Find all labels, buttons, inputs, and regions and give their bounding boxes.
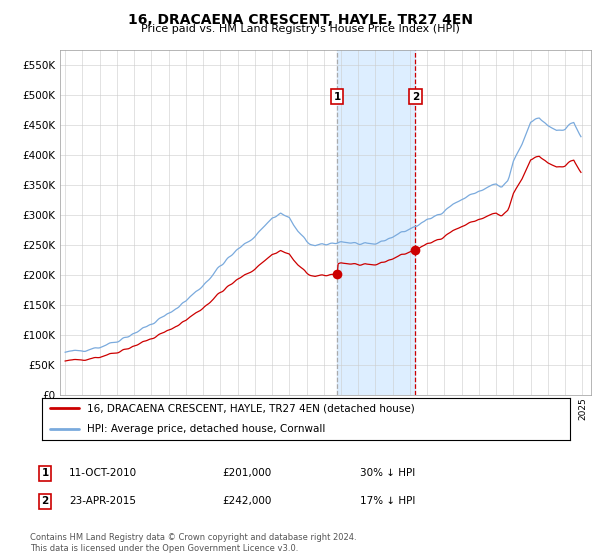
Text: 30% ↓ HPI: 30% ↓ HPI [360,468,415,478]
Bar [337,50,415,395]
Text: £201,000: £201,000 [222,468,271,478]
Text: 11-OCT-2010: 11-OCT-2010 [69,468,137,478]
Text: 16, DRACAENA CRESCENT, HAYLE, TR27 4EN: 16, DRACAENA CRESCENT, HAYLE, TR27 4EN [128,13,473,27]
Text: HPI: Average price, detached house, Cornwall: HPI: Average price, detached house, Corn… [87,424,325,434]
Text: £242,000: £242,000 [222,496,271,506]
Text: 1: 1 [41,468,49,478]
Text: 2: 2 [412,92,419,102]
Text: 17% ↓ HPI: 17% ↓ HPI [360,496,415,506]
Text: Price paid vs. HM Land Registry's House Price Index (HPI): Price paid vs. HM Land Registry's House … [140,24,460,34]
Text: 1: 1 [334,92,341,102]
Text: 16, DRACAENA CRESCENT, HAYLE, TR27 4EN (detached house): 16, DRACAENA CRESCENT, HAYLE, TR27 4EN (… [87,403,415,413]
Text: Contains HM Land Registry data © Crown copyright and database right 2024.
This d: Contains HM Land Registry data © Crown c… [30,533,356,553]
Text: 23-APR-2015: 23-APR-2015 [69,496,136,506]
Text: 2: 2 [41,496,49,506]
